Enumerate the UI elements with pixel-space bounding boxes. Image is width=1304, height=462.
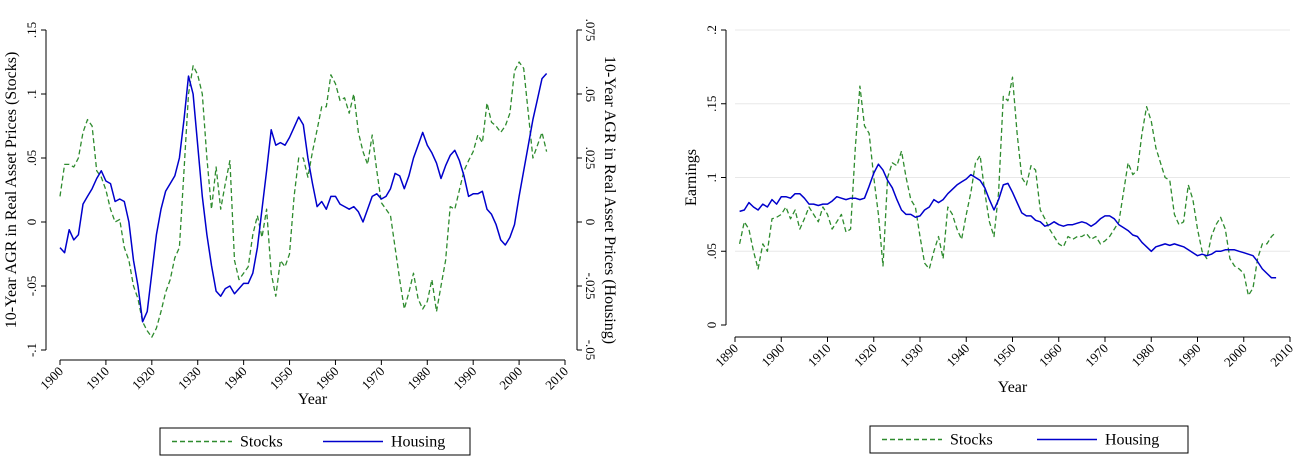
legend-label-stocks: Stocks <box>950 432 993 449</box>
x-tick-label: 1940 <box>221 364 250 393</box>
x-tick-label: 1930 <box>175 364 204 393</box>
y-tick-label: .05 <box>704 243 719 259</box>
x-tick-label: 1940 <box>943 341 972 370</box>
y2-tick-label: .075 <box>583 19 598 42</box>
x-tick-label: 1950 <box>267 364 296 393</box>
x-tick-label: 1910 <box>805 341 834 370</box>
y-tick-label: 0 <box>704 322 719 329</box>
y-axis-label: Earnings <box>683 149 700 206</box>
y-tick-label: .15 <box>24 22 39 38</box>
x-tick-label: 2000 <box>496 364 525 393</box>
y-tick-label: -.05 <box>24 276 39 297</box>
y-tick-label: .1 <box>704 173 719 183</box>
x-tick-label: 1890 <box>712 341 741 370</box>
y2-tick-label: .05 <box>583 86 598 102</box>
x-tick-label: 1960 <box>1036 341 1065 370</box>
y-tick-label: .15 <box>704 96 719 112</box>
x-tick-label: 1960 <box>313 364 342 393</box>
x-tick-label: 1980 <box>404 364 433 393</box>
y-tick-label: .05 <box>24 150 39 166</box>
x-tick-label: 1970 <box>1082 341 1111 370</box>
chart-1: -.1 -.05 0 .05 .1 .15 10-Year AGR in Real Asse… <box>3 19 618 456</box>
legend-label-housing: Housing <box>1105 432 1159 449</box>
y-tick-label: .2 <box>704 25 719 35</box>
x-tick-label: 1920 <box>851 341 880 370</box>
y2-axis-label: 10-Year AGR in Real Asset Prices (Housin… <box>601 56 618 344</box>
y2-tick-label: -.025 <box>583 272 598 299</box>
x-tick-label: 1910 <box>83 364 112 393</box>
x-tick-label: 1990 <box>450 364 479 393</box>
y2-tick-label: .025 <box>583 147 598 170</box>
legend-label-housing: Housing <box>391 434 445 451</box>
series-line-housing <box>739 163 1277 279</box>
y-tick-label: 0 <box>24 219 39 226</box>
y-axis-label: 10-Year AGR in Real Asset Prices (Stocks… <box>3 52 20 329</box>
x-axis-label: Year <box>998 379 1028 396</box>
legend: Stocks Housing <box>159 427 471 456</box>
x-tick-label: 1980 <box>1128 341 1157 370</box>
y2-tick-label: -.05 <box>583 340 598 361</box>
chart-2: 0 .05 .1 .15 .2 Earnings 1890 1900 1910 1920 1930 1… <box>683 25 1296 454</box>
x-tick-label: 1930 <box>897 341 926 370</box>
x-tick-label: 1990 <box>1175 341 1204 370</box>
x-tick-label: 1900 <box>37 364 66 393</box>
legend: Stocks Housing <box>869 425 1189 454</box>
x-tick-label: 1970 <box>358 364 387 393</box>
x-tick-label: 2010 <box>1267 341 1296 370</box>
legend-box <box>159 427 471 456</box>
series-line-housing <box>59 72 548 323</box>
series-line-stocks <box>738 76 1277 297</box>
x-tick-label: 1950 <box>990 341 1019 370</box>
x-tick-label: 2010 <box>542 364 571 393</box>
y2-tick-label: 0 <box>583 219 598 226</box>
x-tick-label: 2000 <box>1221 341 1250 370</box>
legend-label-stocks: Stocks <box>240 434 283 451</box>
x-tick-label: 1920 <box>129 364 158 393</box>
x-axis-label: Year <box>298 391 328 408</box>
series-line-stocks <box>59 61 548 338</box>
y-tick-label: .1 <box>24 89 39 99</box>
y-tick-label: -.1 <box>24 343 39 357</box>
x-tick-label: 1900 <box>758 341 787 370</box>
